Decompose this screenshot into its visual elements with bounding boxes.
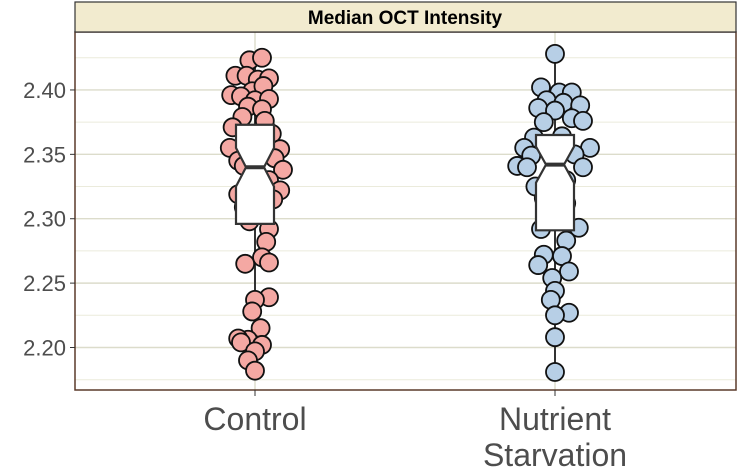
data-point	[242, 301, 263, 322]
box	[534, 133, 576, 232]
data-point	[545, 305, 565, 326]
x-tick-label: Control	[203, 401, 306, 437]
data-point	[528, 255, 549, 275]
data-point	[231, 332, 251, 353]
boxplots	[234, 123, 576, 232]
plot-panel	[75, 32, 736, 390]
chart-title: Median OCT Intensity	[308, 8, 503, 29]
data-point	[245, 360, 265, 381]
data-point	[252, 47, 272, 68]
data-point	[545, 327, 565, 348]
y-axis: 2.20 2.25 2.30 2.35 2.40	[23, 78, 75, 361]
y-tick-label: 2.25	[23, 271, 66, 296]
data-point	[573, 157, 593, 178]
data-point	[259, 252, 279, 273]
data-point	[273, 159, 293, 180]
data-point	[533, 112, 554, 133]
data-point	[559, 261, 579, 282]
data-point	[573, 110, 593, 131]
facet-strip	[74, 1, 737, 33]
y-tick-label: 2.20	[23, 336, 66, 361]
box	[234, 123, 276, 225]
y-tick-label: 2.30	[23, 207, 66, 232]
data-point	[545, 362, 565, 382]
data-point	[545, 43, 565, 64]
x-tick-label: Nutrient	[499, 401, 611, 437]
data-point	[517, 157, 537, 178]
y-tick-label: 2.40	[23, 78, 66, 103]
y-tick-label: 2.35	[23, 142, 66, 167]
data-point	[235, 253, 256, 274]
jitter-points	[219, 43, 600, 382]
x-tick-label: Starvation	[483, 437, 627, 473]
